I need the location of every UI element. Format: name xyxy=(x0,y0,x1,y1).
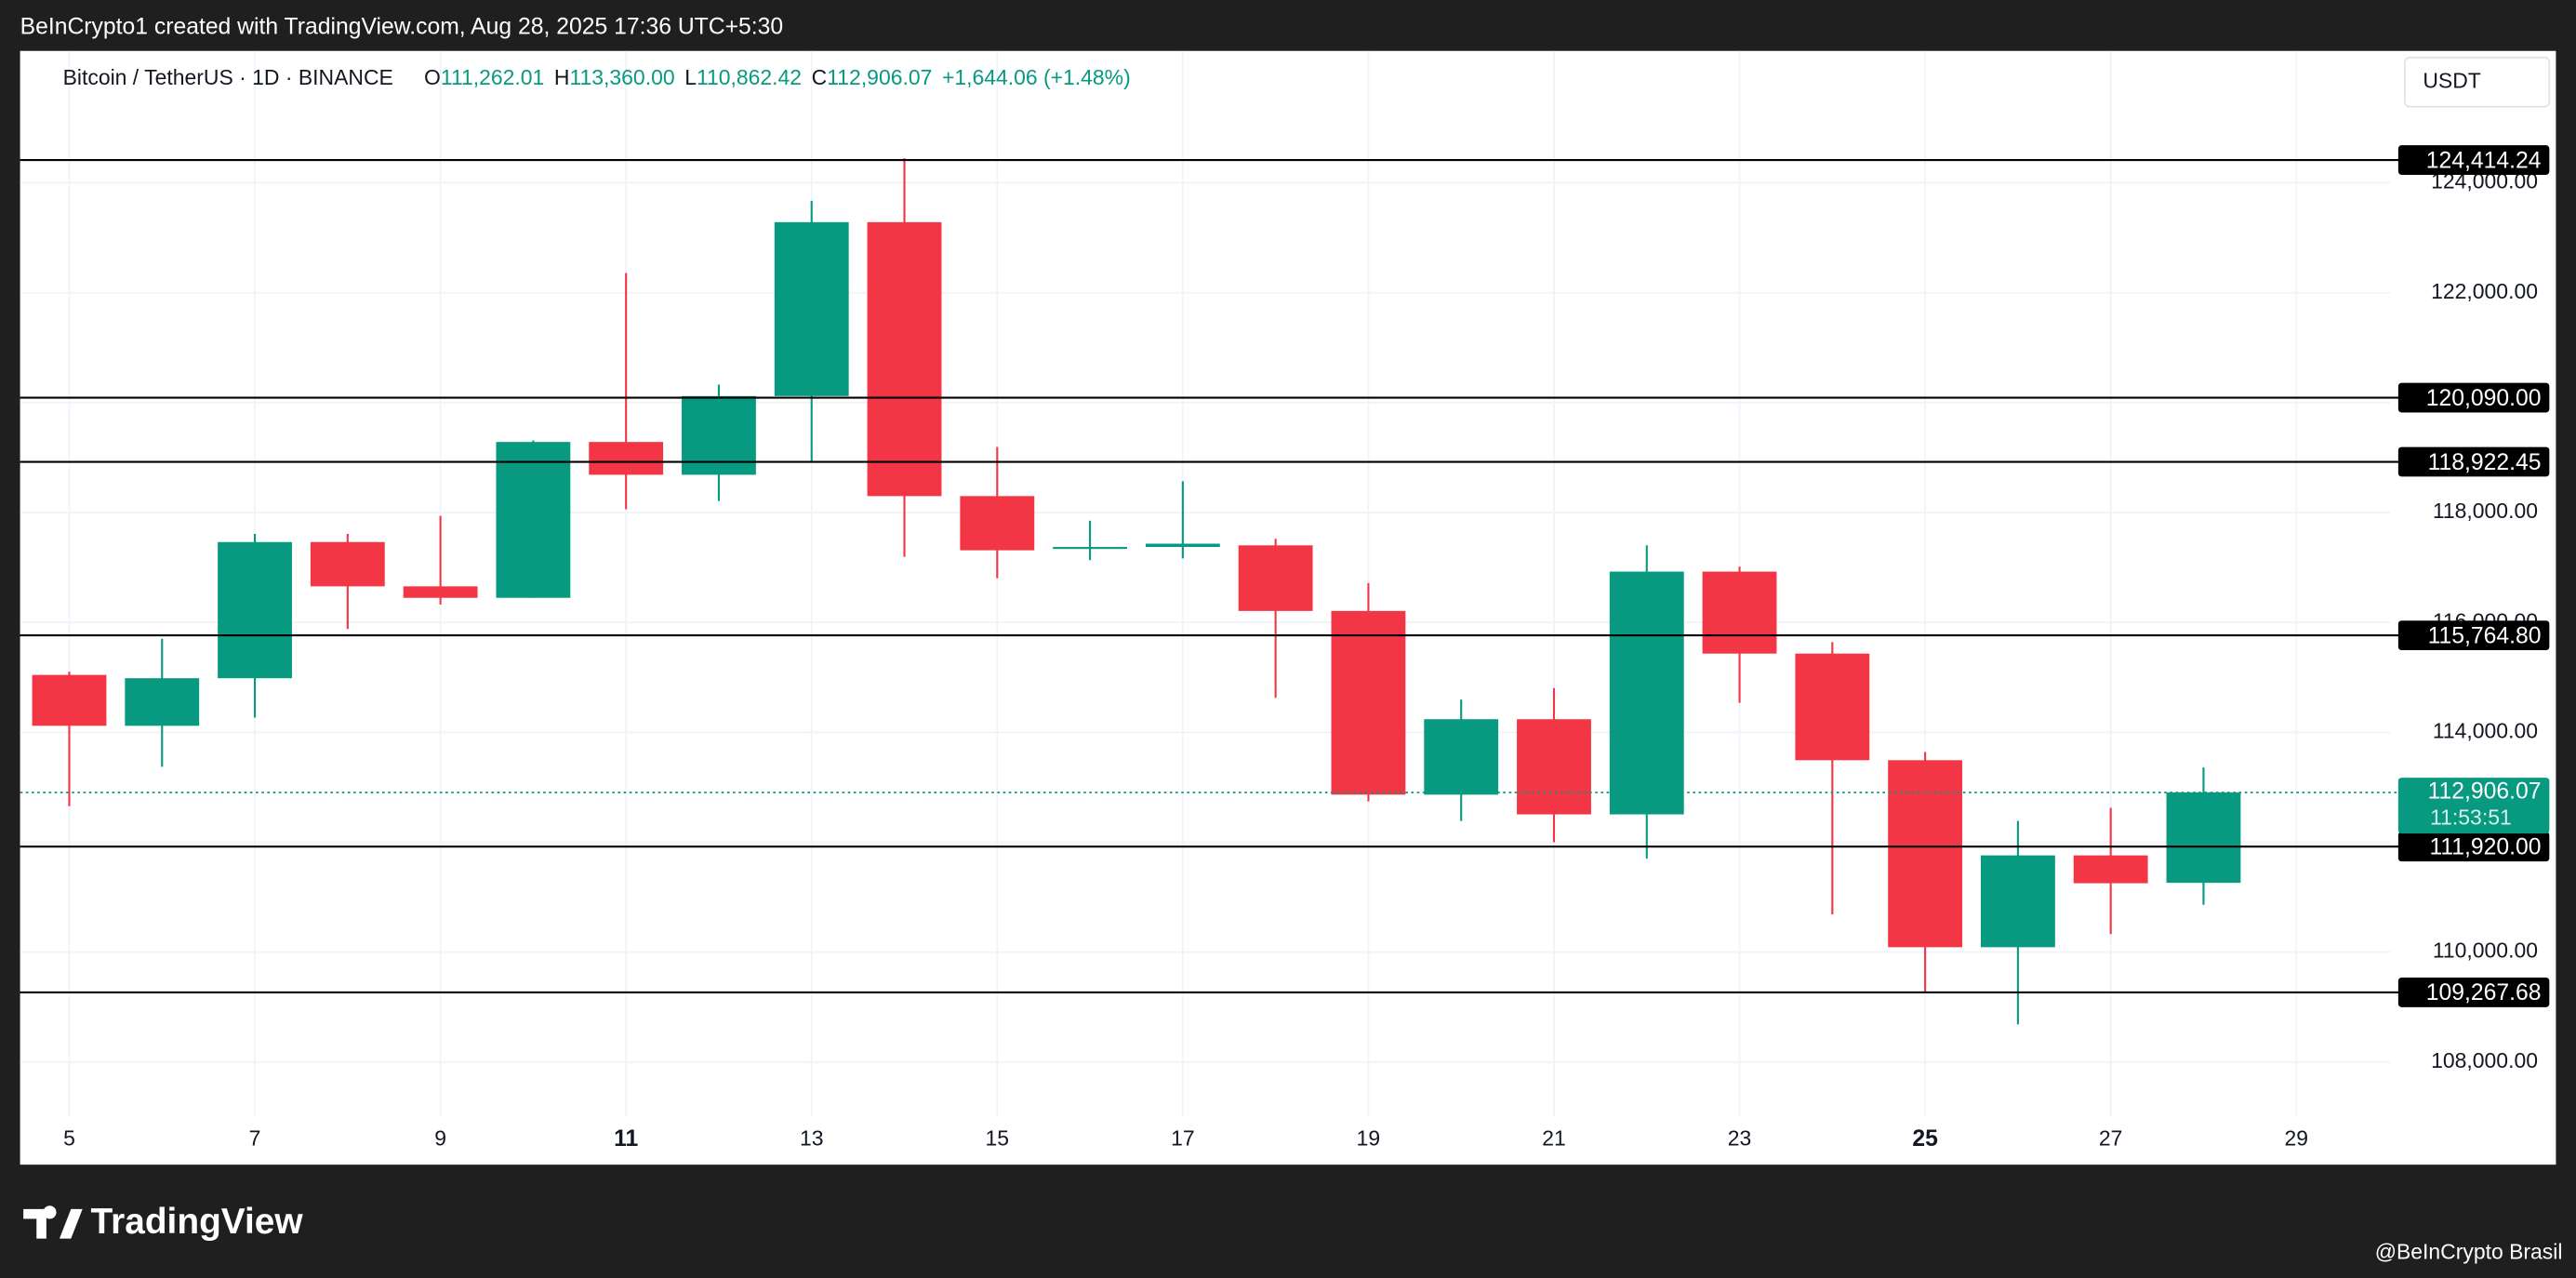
candle-body xyxy=(1238,545,1313,611)
candle-body xyxy=(1424,719,1499,795)
ohlc-value: 112,906.07 xyxy=(827,65,932,89)
candle-body xyxy=(960,496,1035,551)
candle-body xyxy=(1795,653,1870,761)
logo xyxy=(23,1205,83,1239)
branding: TradingView xyxy=(91,1202,304,1242)
y-tick-label: 108,000.00 xyxy=(2431,1048,2538,1072)
credit: @BeInCrypto Brasil xyxy=(2375,1240,2563,1264)
ohlc-label: L xyxy=(684,65,697,89)
y-tick-label: 118,000.00 xyxy=(2433,499,2538,523)
current-price-box xyxy=(2397,778,2550,834)
x-tick-label: 21 xyxy=(1542,1126,1566,1151)
candle-body xyxy=(1331,610,1406,795)
candle-body xyxy=(403,586,478,598)
x-tick-label: 7 xyxy=(249,1126,261,1151)
level-label: 111,920.00 xyxy=(2429,835,2541,860)
countdown: 11:53:51 xyxy=(2430,805,2512,829)
axes: 108,000.00110,000.00112,000.00114,000.00… xyxy=(63,145,2550,1152)
level-label: 118,922.45 xyxy=(2428,450,2542,475)
candle-body xyxy=(1888,760,1963,948)
y-tick-label: 110,000.00 xyxy=(2433,939,2538,963)
candle-body xyxy=(1609,571,1684,815)
x-tick-label: 17 xyxy=(1171,1126,1195,1151)
candle-body xyxy=(1145,543,1220,548)
x-tick-label: 19 xyxy=(1357,1126,1381,1151)
change: +1,644.06 (+1.48%) xyxy=(942,65,1131,89)
ohlc-value: 113,360.00 xyxy=(569,65,674,89)
symbol-title: Bitcoin / TetherUS · 1D · BINANCE xyxy=(63,65,393,89)
level-label-box xyxy=(2397,832,2550,862)
candle-body xyxy=(32,674,107,726)
candle-body xyxy=(1053,547,1127,550)
x-tick-label: 27 xyxy=(2099,1126,2123,1151)
x-tick-label: 23 xyxy=(1728,1126,1752,1151)
level-label: 115,764.80 xyxy=(2428,623,2542,648)
candle-body xyxy=(589,442,664,475)
x-tick-label: 5 xyxy=(63,1126,75,1151)
attribution: BeInCrypto1 created with TradingView.com… xyxy=(20,15,784,40)
level-label-box xyxy=(2397,446,2550,477)
candle-body xyxy=(125,678,200,726)
level-label: 109,267.68 xyxy=(2426,980,2542,1005)
candle-body xyxy=(1702,571,1777,654)
x-tick-label: 11 xyxy=(614,1126,638,1152)
plot xyxy=(20,158,2402,1025)
candle-body xyxy=(2073,855,2148,884)
y-tick-label: 114,000.00 xyxy=(2433,718,2538,742)
candle-body xyxy=(1980,855,2055,948)
candle-body xyxy=(1517,719,1591,815)
candle-body xyxy=(310,541,385,587)
level-label-box xyxy=(2397,978,2550,1007)
level-label: 124,414.24 xyxy=(2426,148,2542,173)
legend-header: Bitcoin / TetherUS · 1D · BINANCE O111,2… xyxy=(33,65,1131,89)
candle-body xyxy=(496,442,571,598)
x-tick-label: 29 xyxy=(2284,1126,2308,1151)
currency-box[interactable] xyxy=(2404,56,2551,108)
candle-body xyxy=(867,221,942,497)
candle-body xyxy=(2166,792,2241,884)
ohlc-value: 110,862.42 xyxy=(697,65,802,89)
x-tick-label: 9 xyxy=(434,1126,446,1151)
x-tick-label: 15 xyxy=(986,1126,1010,1151)
y-tick-label: 122,000.00 xyxy=(2431,279,2538,303)
ohlc-value: 111,262.01 xyxy=(441,65,544,89)
ohlc-label: C xyxy=(812,65,828,89)
candle-body xyxy=(682,395,756,475)
current-price-label: 112,906.07 xyxy=(2428,779,2542,805)
logo-icon xyxy=(23,1205,83,1239)
level-label-box xyxy=(2397,382,2550,413)
currency[interactable]: USDT xyxy=(2423,68,2480,92)
level-label-box xyxy=(2397,620,2550,650)
ohlc-label: O xyxy=(424,65,441,89)
level-label-box xyxy=(2397,145,2550,175)
level-label: 120,090.00 xyxy=(2426,386,2542,411)
candle-body xyxy=(774,221,849,396)
ohlc-label: H xyxy=(554,65,570,89)
candle-body xyxy=(218,541,292,679)
x-tick-label: 25 xyxy=(1912,1126,1938,1152)
x-tick-label: 13 xyxy=(800,1126,824,1151)
